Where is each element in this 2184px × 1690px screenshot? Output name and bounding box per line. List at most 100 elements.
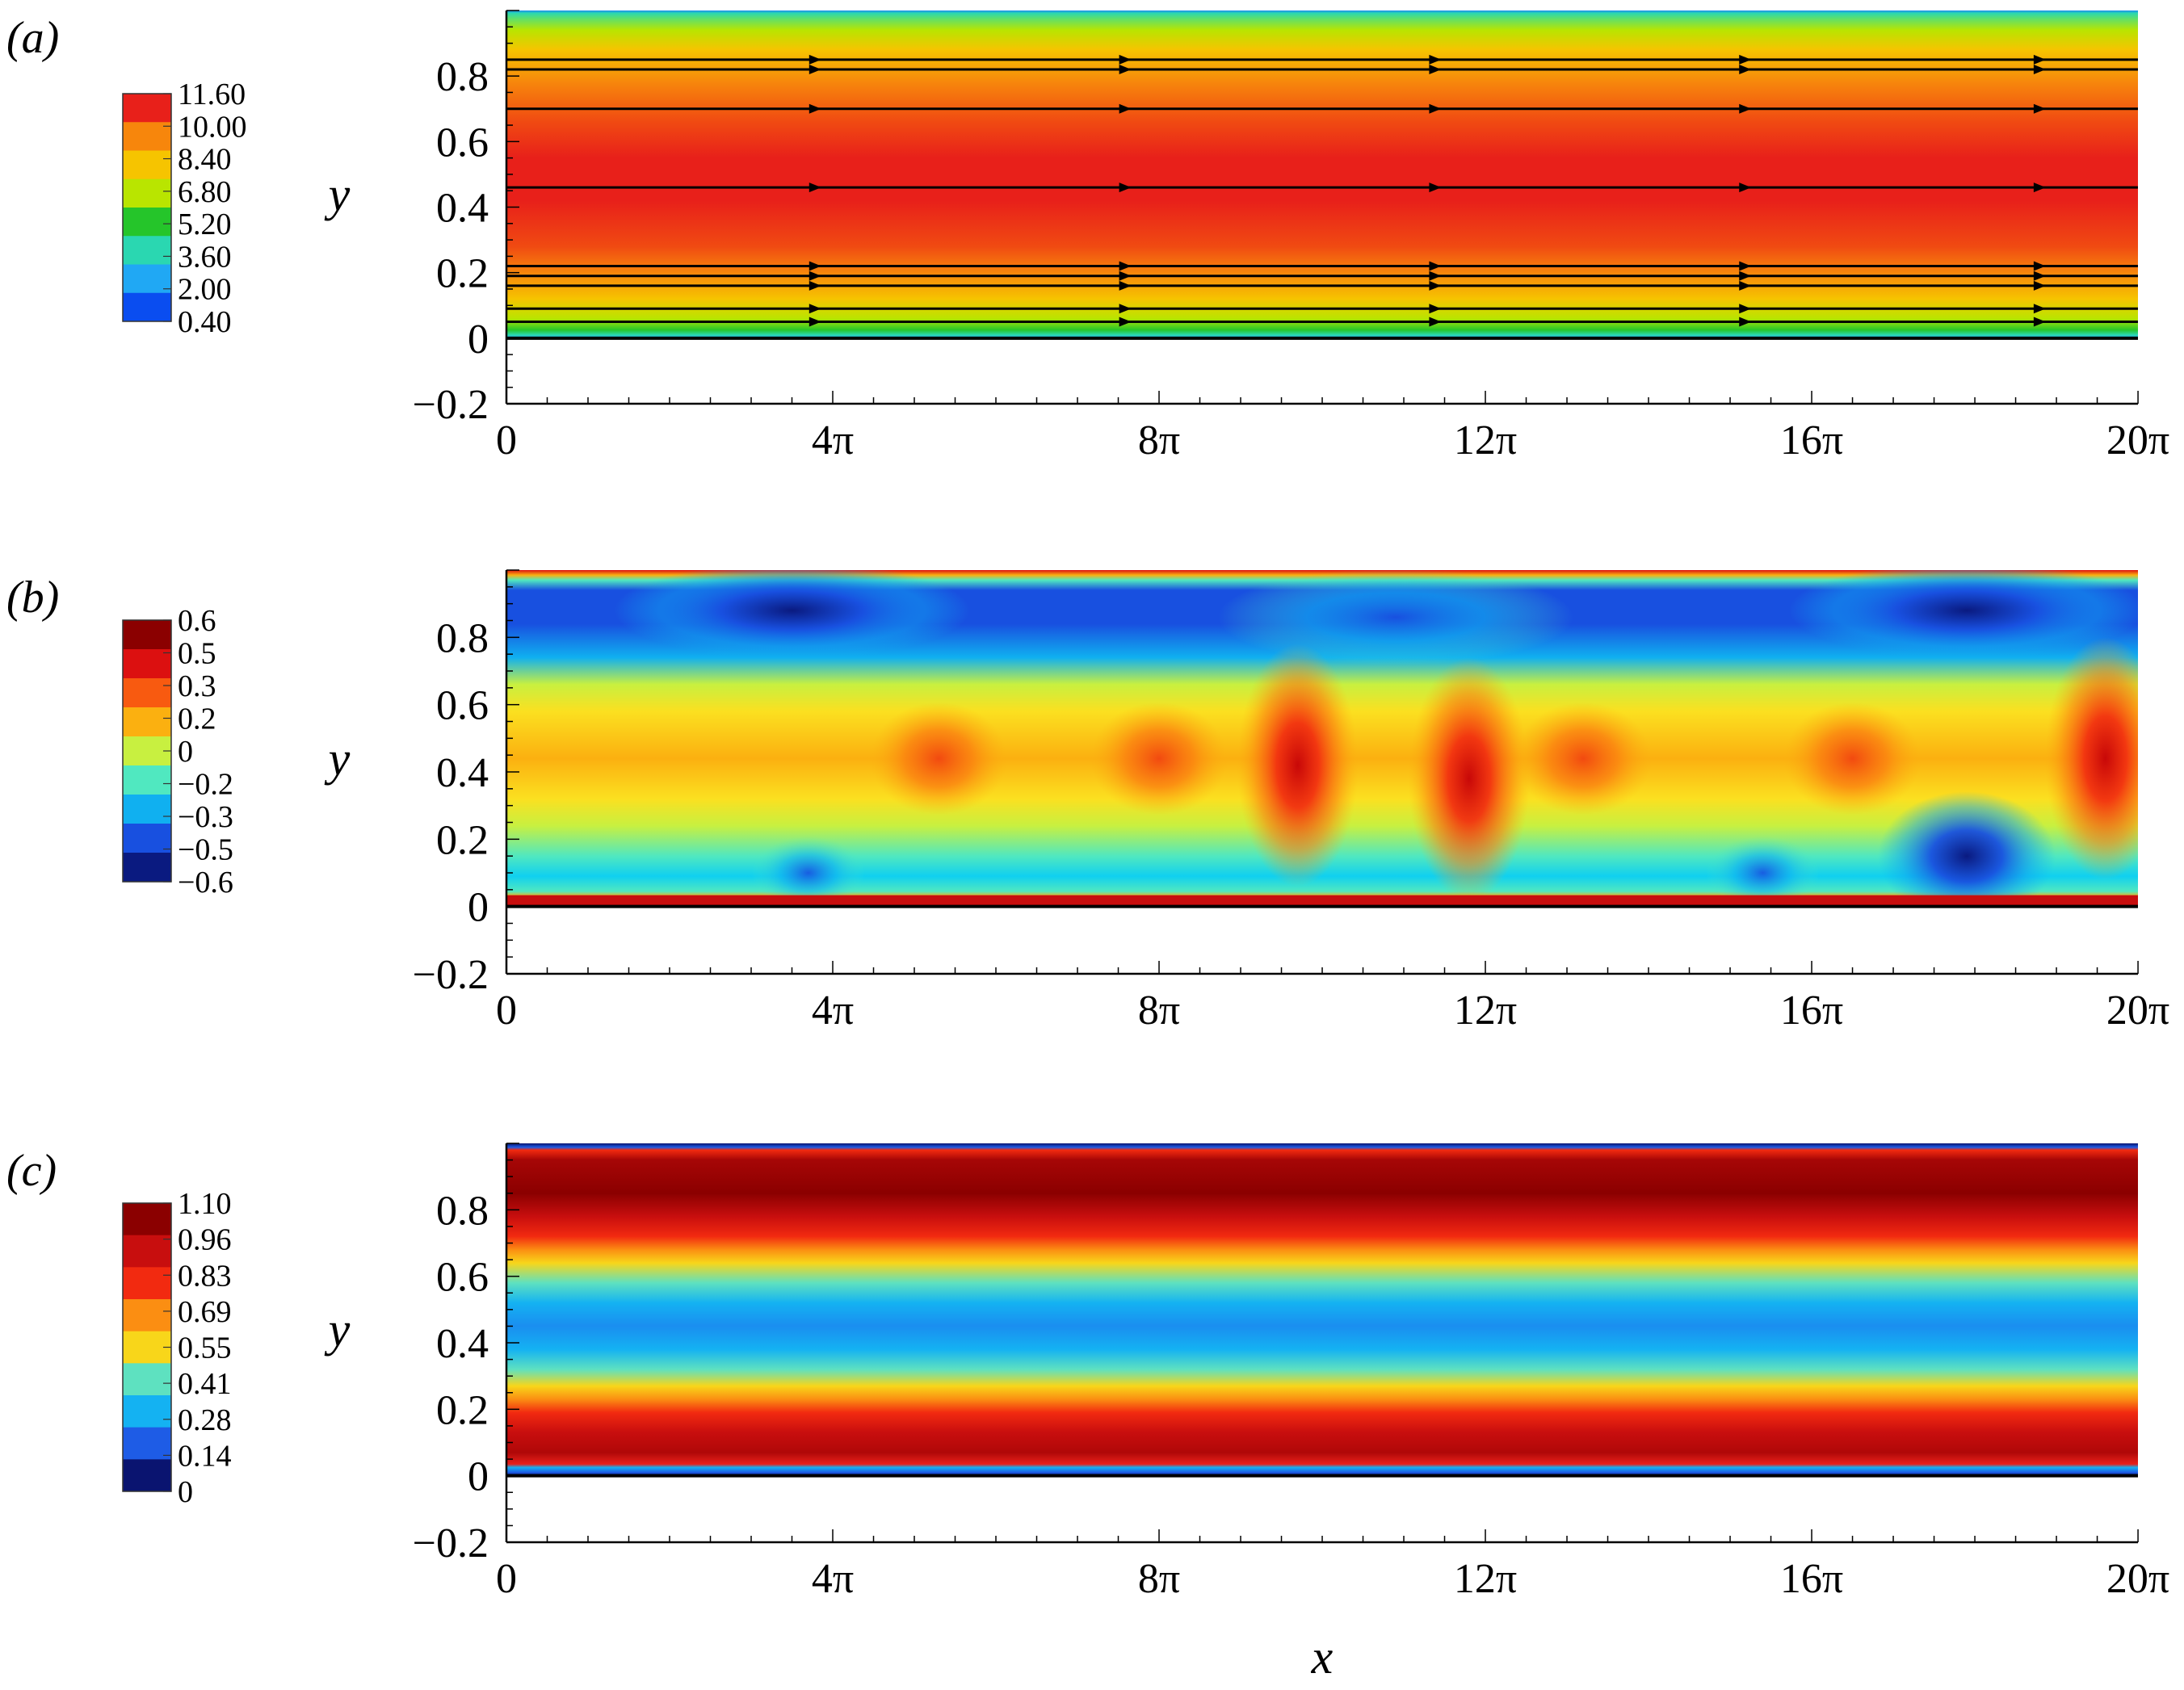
panel-b: (b)0 4π 8π 12π 16π 20π0.80.60.40.20−0.2y0.60.… xyxy=(6,569,2169,1034)
y-tick-label: 0.4 xyxy=(436,186,489,232)
colorbar-label: 3.60 xyxy=(178,240,232,274)
streamline-arrow xyxy=(808,261,821,271)
colorbar-swatch xyxy=(123,707,171,737)
colorbar-swatch xyxy=(123,208,171,237)
y-tick-label: 0.6 xyxy=(436,683,489,729)
colorbar-label: 1.10 xyxy=(178,1187,232,1221)
streamline-arrow xyxy=(1429,261,1442,271)
x-tick-label: 0 xyxy=(496,988,517,1034)
x-tick-label: 8π xyxy=(1138,1556,1180,1602)
x-tick-label: 0 xyxy=(496,417,517,463)
colorbar-label: −0.5 xyxy=(178,833,233,867)
colorbar-label: 0.14 xyxy=(178,1439,232,1473)
colorbar-label: 0 xyxy=(178,1475,193,1509)
colorbar-swatch xyxy=(123,1395,171,1428)
colorbar-label: 8.40 xyxy=(178,143,232,177)
x-tick-label: 20π xyxy=(2106,417,2169,463)
heatmap-blobs xyxy=(506,570,2138,908)
x-tick-label: 4π xyxy=(812,417,854,463)
panel-c: (c)0 4π 8π 12π 16π 20π0.80.60.40.20−0.2y1.100… xyxy=(6,1143,2169,1602)
streamline-arrow xyxy=(1739,280,1752,291)
streamline-arrow xyxy=(1739,103,1752,114)
colorbar-label: 11.60 xyxy=(178,78,246,111)
y-axis-title: y xyxy=(324,167,351,220)
y-tick-label: 0.8 xyxy=(436,615,489,661)
streamline-arrow xyxy=(808,182,821,193)
streamline-arrow xyxy=(2033,54,2046,65)
colorbar-label: 0.55 xyxy=(178,1331,232,1365)
colorbar-swatch xyxy=(123,649,171,679)
colorbar-label: 0.41 xyxy=(178,1367,232,1401)
streamline-arrow xyxy=(2033,65,2046,75)
heatmap-field xyxy=(506,10,2138,338)
contour-blob xyxy=(2044,637,2138,880)
y-tick-label: 0 xyxy=(468,885,489,931)
wall-band xyxy=(506,895,2138,907)
colorbar-label: 2.00 xyxy=(178,273,232,307)
streamline-arrow xyxy=(2033,304,2046,314)
colorbar-swatch xyxy=(123,1459,171,1492)
colorbar-swatch xyxy=(123,765,171,795)
y-tick-label: 0.8 xyxy=(436,54,489,100)
x-tick-label: 12π xyxy=(1454,988,1517,1034)
y-tick-label: −0.2 xyxy=(413,952,489,998)
y-tick-label: 0.2 xyxy=(436,817,489,863)
colorbar-label: 0.83 xyxy=(178,1259,232,1293)
contour-blob xyxy=(870,702,1008,816)
contour-blob xyxy=(1706,837,1820,908)
streamline-arrow xyxy=(1119,304,1132,314)
colorbar-swatch xyxy=(123,178,171,208)
streamline-arrow xyxy=(1739,261,1752,271)
y-tick-label: −0.2 xyxy=(413,382,489,428)
colorbar: 0.60.50.30.20−0.2−0.3−0.5−0.6 xyxy=(122,604,233,900)
streamline-arrow xyxy=(1119,54,1132,65)
y-tick-label: 0.4 xyxy=(436,750,489,796)
colorbar-swatch xyxy=(123,1267,171,1300)
streamline-arrow xyxy=(808,103,821,114)
streamline-arrow xyxy=(2033,182,2046,193)
colorbar-swatch xyxy=(123,620,171,650)
x-tick-label: 0 xyxy=(496,1556,517,1602)
x-tick-label: 8π xyxy=(1138,417,1180,463)
colorbar: 1.100.960.830.690.550.410.280.140 xyxy=(122,1187,232,1509)
streamline-arrow xyxy=(1429,65,1442,75)
streamline-arrow xyxy=(1119,103,1132,114)
streamline-arrow xyxy=(1429,54,1442,65)
streamline-arrow xyxy=(808,280,821,291)
colorbar-swatch xyxy=(123,1299,171,1332)
streamline-arrow xyxy=(808,65,821,75)
x-tick-label: 16π xyxy=(1780,1556,1843,1602)
contour-blob xyxy=(1789,570,2138,659)
colorbar-label: 0.96 xyxy=(178,1223,232,1257)
streamline-arrow xyxy=(1739,270,1752,281)
contour-blob xyxy=(1090,702,1228,816)
panel-a: (a)0 4π 8π 12π 16π 20π0.80.60.40.20−0.2y11.60… xyxy=(6,10,2169,463)
x-tick-label: 4π xyxy=(812,988,854,1034)
streamline-arrow xyxy=(1119,65,1132,75)
colorbar-label: −0.2 xyxy=(178,768,233,802)
x-tick-label: 12π xyxy=(1454,417,1517,463)
heatmap-field xyxy=(506,1143,2138,1476)
streamline-arrow xyxy=(1119,261,1132,271)
y-tick-label: 0.4 xyxy=(436,1321,489,1367)
x-tick-label: 4π xyxy=(812,1556,854,1602)
contour-blob xyxy=(1514,702,1653,816)
streamline-arrow xyxy=(2033,270,2046,281)
x-tick-label: 8π xyxy=(1138,988,1180,1034)
colorbar-label: 0.3 xyxy=(178,669,216,703)
y-tick-label: 0.6 xyxy=(436,1255,489,1301)
y-axis-title: y xyxy=(324,1303,351,1357)
contour-blob xyxy=(1217,570,1573,666)
panel-label: (b) xyxy=(6,572,59,623)
x-tick-label: 16π xyxy=(1780,988,1843,1034)
colorbar-swatch xyxy=(123,795,171,824)
streamline-arrow xyxy=(1429,103,1442,114)
panel-label: (a) xyxy=(6,13,59,63)
y-tick-label: 0 xyxy=(468,1454,489,1500)
y-tick-label: 0.2 xyxy=(436,251,489,297)
colorbar-label: −0.6 xyxy=(178,866,233,900)
streamline-arrow xyxy=(2033,317,2046,327)
streamline-arrow xyxy=(1739,182,1752,193)
colorbar-label: −0.3 xyxy=(178,800,233,834)
